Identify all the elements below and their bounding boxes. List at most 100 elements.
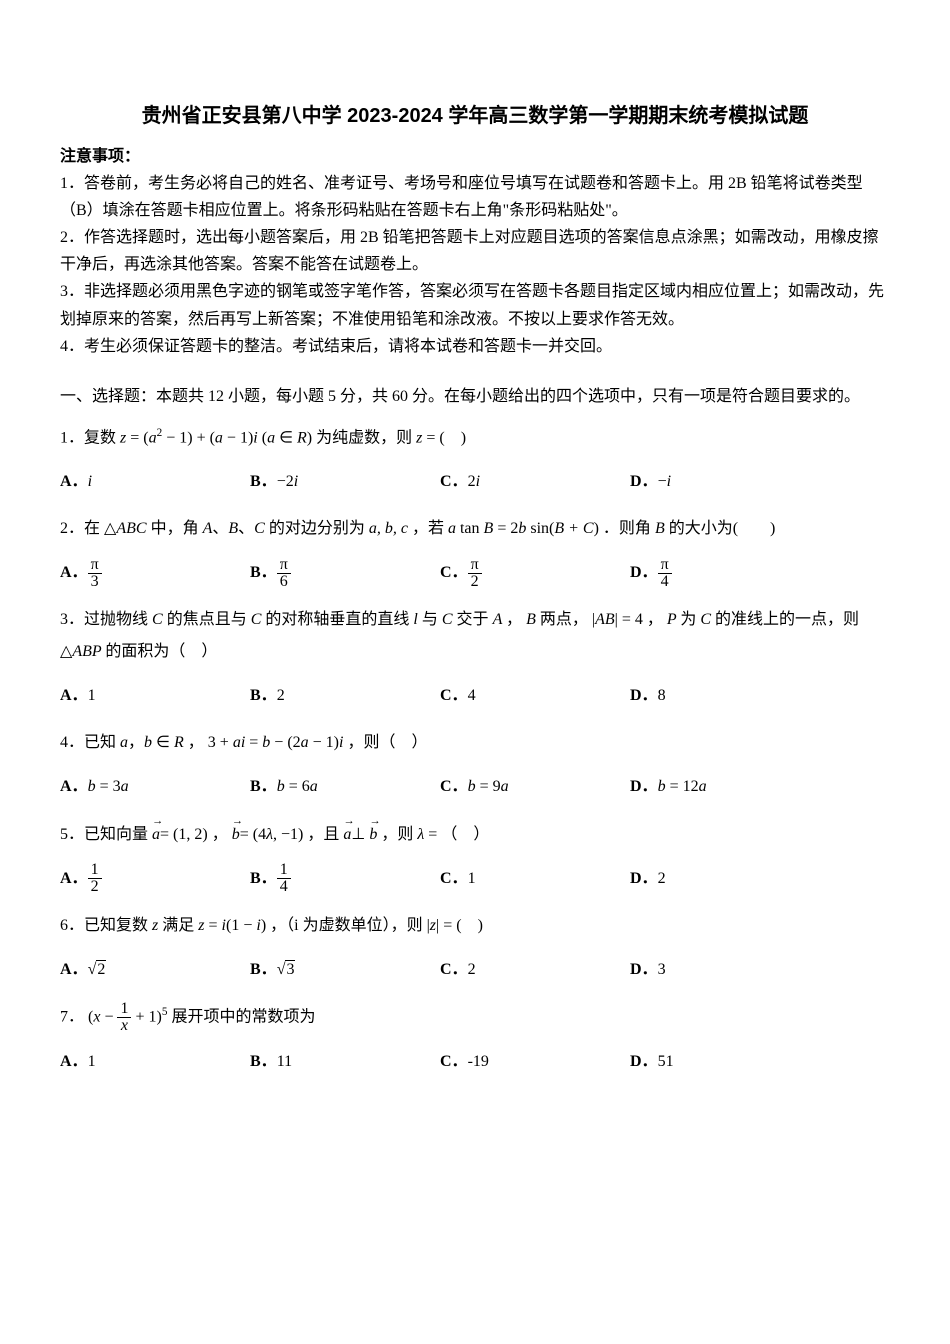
q1-d-neg: − — [658, 473, 667, 490]
q2-choice-c: C．π2 — [440, 555, 630, 590]
q3-a-val: 1 — [88, 687, 96, 704]
q3-t7: 两点， — [540, 611, 588, 628]
q2-tan: tan — [460, 520, 484, 537]
q4-e1: 3 + — [208, 734, 233, 751]
label-a: A． — [60, 961, 88, 978]
label-d: D． — [630, 961, 658, 978]
q4-c-a: a — [501, 778, 509, 795]
q2-d-frac: π4 — [658, 557, 672, 590]
q6-abs2: | = — [436, 917, 456, 934]
q2-d-num: π — [658, 557, 672, 574]
document-title: 贵州省正安县第八中学 2023-2024 学年高三数学第一学期期末统考模拟试题 — [60, 100, 890, 132]
q4-ai: ai — [233, 734, 249, 751]
q2-choices: A．π3 B．π6 C．π2 D．π4 — [60, 555, 890, 590]
label-c: C． — [440, 687, 468, 704]
q6-b-sqrt: 3 — [277, 952, 296, 987]
q1-choice-d: D．−i — [630, 464, 820, 499]
q3-ab2: | = 4 — [615, 611, 643, 628]
q2-B3: B — [655, 520, 669, 537]
q1-m2: − 1) — [223, 429, 253, 446]
q3-t1: 过抛物线 — [84, 611, 148, 628]
q7-choice-a: A．1 — [60, 1044, 250, 1079]
q3-choice-b: B．2 — [250, 678, 440, 713]
q4-a: a — [120, 734, 128, 751]
label-b: B． — [250, 564, 277, 581]
q5-va2: a — [343, 819, 351, 851]
q4-a-a: a — [121, 778, 129, 795]
q6-a-rad: 2 — [96, 960, 106, 978]
q1-choice-c: C．2i — [440, 464, 630, 499]
q2-a-frac: π3 — [88, 557, 102, 590]
q7-sup: 5 — [162, 1006, 168, 1018]
question-3: 3．过抛物线 C 的焦点且与 C 的对称轴垂直的直线 l 与 C 交于 A ， … — [60, 604, 890, 668]
q2-d1: 、 — [212, 520, 228, 537]
q6-z: z — [152, 917, 162, 934]
q5-a-frac: 12 — [88, 862, 102, 895]
question-6: 6．已知复数 z 满足 z = i(1 − i) ，（i 为虚数单位），则 |z… — [60, 910, 890, 942]
q5-choice-b: B．14 — [250, 861, 440, 896]
q2-expr: a — [448, 520, 460, 537]
q3-t6: ， — [506, 611, 522, 628]
q1-choice-b: B．−2i — [250, 464, 440, 499]
q2-BC: B + C — [554, 520, 593, 537]
q2-t2: 中，角 — [151, 520, 199, 537]
q6-d-val: 3 — [658, 961, 666, 978]
q4-b2: b — [262, 734, 274, 751]
q5-perp: ⊥ — [351, 826, 369, 843]
q4-b-eq: = 6 — [285, 778, 310, 795]
q2-abc2: ABC — [116, 520, 150, 537]
q5-vb: b — [232, 819, 240, 851]
q2-B2: B — [484, 520, 498, 537]
q4-a-val: b — [88, 778, 96, 795]
q1-number: 1． — [60, 429, 84, 446]
q7-choice-b: B．11 — [250, 1044, 440, 1079]
q2-t3: 的对边分别为 — [269, 520, 365, 537]
q2-C: C — [254, 520, 269, 537]
q1-expr-eq: = ( — [130, 429, 148, 446]
label-a: A． — [60, 870, 88, 887]
q5-vb2: b — [369, 819, 377, 851]
q2-number: 2． — [60, 520, 84, 537]
q2-B: B — [228, 520, 238, 537]
q3-l: l — [413, 611, 421, 628]
label-d: D． — [630, 1053, 658, 1070]
q1-c-i: i — [476, 473, 480, 490]
q1-choice-a: A．i — [60, 464, 250, 499]
q3-choice-c: C．4 — [440, 678, 630, 713]
label-b: B． — [250, 687, 277, 704]
q4-i: i — [339, 734, 343, 751]
q6-p1: (1 − — [226, 917, 256, 934]
q5-m1: , −1) — [273, 826, 303, 843]
q4-b-val: b — [277, 778, 285, 795]
q3-t5: 交于 — [457, 611, 489, 628]
q3-t8: ， — [647, 611, 663, 628]
q1-a: a — [215, 429, 223, 446]
q1-a2: a — [149, 429, 157, 446]
q3-c-val: 4 — [468, 687, 476, 704]
q1-cp: ) — [307, 429, 316, 446]
q1-choices: A．i B．−2i C．2i D．−i — [60, 464, 890, 499]
q6-t1: 已知复数 — [84, 917, 148, 934]
q4-c-eq: = 9 — [476, 778, 501, 795]
q3-t4: 与 — [422, 611, 438, 628]
q2-b-num: π — [277, 557, 291, 574]
q1-b-i: i — [294, 473, 298, 490]
q5-b-frac: 14 — [277, 862, 291, 895]
q4-a-eq: = 3 — [96, 778, 121, 795]
q3-ABP: ABP — [72, 643, 105, 660]
q3-choices: A．1 B．2 C．4 D．8 — [60, 678, 890, 713]
q5-lam: λ — [266, 826, 273, 843]
question-1: 1．复数 z = (a2 − 1) + (a − 1)i (a ∈ R) 为纯虚… — [60, 422, 890, 454]
q4-d-a: a — [699, 778, 707, 795]
q1-d-i: i — [667, 473, 671, 490]
q4-b-a: a — [310, 778, 318, 795]
q2-sin: sin( — [530, 520, 554, 537]
q6-number: 6． — [60, 917, 84, 934]
label-c: C． — [440, 473, 468, 490]
q3-choice-d: D．8 — [630, 678, 820, 713]
q2-cp: ) — [594, 520, 599, 537]
q3-Bp: B — [526, 611, 540, 628]
question-5: 5．已知向量 a = (1, 2) ， b = (4λ, −1) ，且 a ⊥ … — [60, 819, 890, 851]
q1-in: ∈ — [279, 429, 297, 446]
q6-choice-d: D．3 — [630, 952, 820, 987]
